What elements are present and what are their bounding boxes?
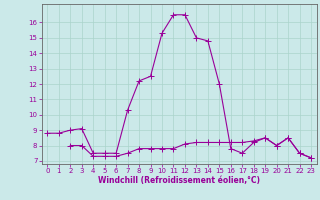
X-axis label: Windchill (Refroidissement éolien,°C): Windchill (Refroidissement éolien,°C) [98, 176, 260, 185]
